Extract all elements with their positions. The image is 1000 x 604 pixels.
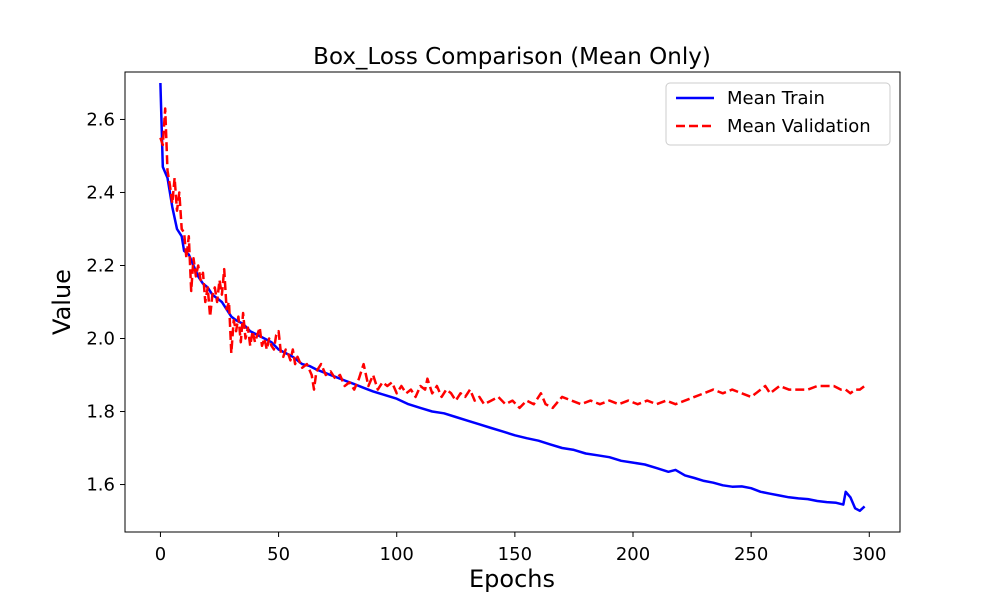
x-tick-label: 300 <box>852 544 886 565</box>
x-tick-label: 200 <box>616 544 650 565</box>
y-tick-label: 2.6 <box>86 109 115 130</box>
x-axis-ticks: 0 50 100 150 200 250 300 <box>155 532 886 565</box>
x-tick-label: 0 <box>155 544 166 565</box>
x-tick-label: 250 <box>734 544 768 565</box>
y-tick-label: 1.8 <box>86 402 115 423</box>
series-line-validation <box>159 107 866 410</box>
legend: Mean Train Mean Validation <box>665 82 891 146</box>
y-tick-label: 2.2 <box>86 255 115 276</box>
x-axis-label: Epochs <box>469 565 555 593</box>
y-axis-ticks: 1.6 1.8 2.0 2.2 2.4 2.6 <box>86 109 125 496</box>
y-tick-label: 2.0 <box>86 329 115 350</box>
plot-frame <box>124 71 901 533</box>
y-tick-label: 2.4 <box>86 182 115 203</box>
legend-box <box>665 82 891 146</box>
x-tick-label: 100 <box>380 544 414 565</box>
y-tick-label: 1.6 <box>86 475 115 496</box>
chart-title: Box_Loss Comparison (Mean Only) <box>313 44 711 70</box>
legend-label-train: Mean Train <box>727 88 825 109</box>
x-tick-label: 50 <box>267 544 290 565</box>
legend-label-validation: Mean Validation <box>727 116 871 137</box>
series-line-train <box>159 82 866 513</box>
y-axis-label: Value <box>48 269 76 335</box>
x-tick-label: 150 <box>498 544 532 565</box>
plot-lines <box>159 82 866 513</box>
